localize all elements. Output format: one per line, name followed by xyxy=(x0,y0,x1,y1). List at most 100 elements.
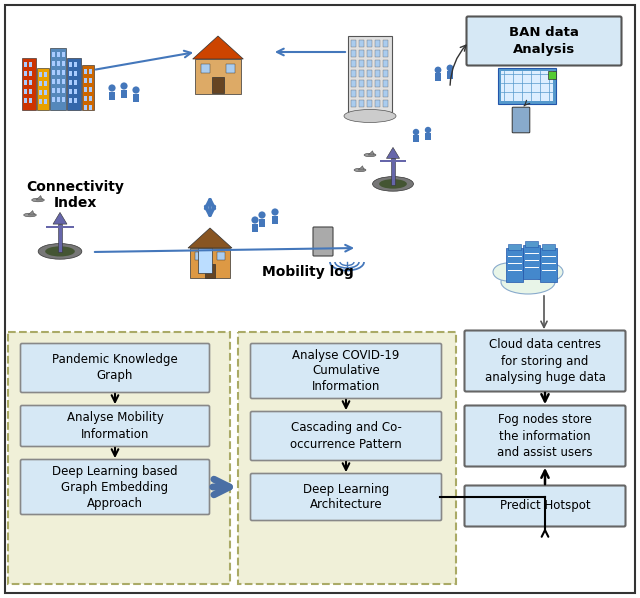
Ellipse shape xyxy=(493,263,523,281)
Bar xyxy=(24,98,27,103)
Bar xyxy=(253,477,442,520)
Polygon shape xyxy=(387,147,399,158)
Bar xyxy=(89,87,92,92)
Bar xyxy=(367,40,372,47)
Bar xyxy=(84,78,87,83)
Circle shape xyxy=(252,216,259,224)
Bar xyxy=(62,88,65,93)
Bar xyxy=(523,245,540,279)
Circle shape xyxy=(259,212,266,219)
Bar xyxy=(22,58,36,110)
Bar xyxy=(351,60,356,67)
Bar xyxy=(375,40,380,47)
Polygon shape xyxy=(28,210,35,215)
Text: Analyse Mobility
Information: Analyse Mobility Information xyxy=(67,411,163,441)
Circle shape xyxy=(132,86,140,94)
Bar xyxy=(57,70,60,75)
Bar xyxy=(44,81,47,86)
Ellipse shape xyxy=(510,254,538,270)
Bar xyxy=(190,248,230,278)
Bar xyxy=(359,40,364,47)
Bar xyxy=(375,60,380,67)
Ellipse shape xyxy=(354,168,366,172)
Polygon shape xyxy=(193,36,243,59)
Bar xyxy=(375,100,380,107)
Polygon shape xyxy=(368,151,374,155)
Bar xyxy=(69,62,72,67)
Bar xyxy=(62,97,65,102)
Bar xyxy=(238,332,456,584)
Bar xyxy=(217,252,225,260)
Bar xyxy=(69,98,72,103)
Bar xyxy=(89,69,92,74)
Bar xyxy=(57,88,60,93)
Bar xyxy=(69,80,72,85)
Bar xyxy=(351,70,356,77)
Bar xyxy=(348,36,392,112)
Bar xyxy=(375,90,380,97)
Bar xyxy=(52,61,55,66)
Circle shape xyxy=(435,66,442,74)
Bar xyxy=(84,69,87,74)
Bar xyxy=(498,68,556,104)
Bar xyxy=(525,241,538,247)
Bar xyxy=(58,224,62,252)
Bar xyxy=(84,105,87,110)
Bar xyxy=(29,89,32,94)
Ellipse shape xyxy=(38,243,82,259)
Bar xyxy=(8,332,230,584)
Polygon shape xyxy=(358,166,364,170)
Text: Fog nodes store
the information
and assist users: Fog nodes store the information and assi… xyxy=(497,413,593,459)
Bar xyxy=(44,72,47,77)
Bar xyxy=(198,248,212,273)
Bar xyxy=(383,60,388,67)
Bar xyxy=(39,81,42,86)
Text: Deep Learning based
Graph Embedding
Approach: Deep Learning based Graph Embedding Appr… xyxy=(52,465,178,509)
Bar xyxy=(359,100,364,107)
Text: Cloud data centres
for storing and
analysing huge data: Cloud data centres for storing and analy… xyxy=(484,338,605,383)
Text: Connectivity
Index: Connectivity Index xyxy=(26,180,124,210)
Bar xyxy=(84,87,87,92)
Bar xyxy=(52,79,55,84)
FancyBboxPatch shape xyxy=(250,343,442,398)
FancyBboxPatch shape xyxy=(250,474,442,520)
Bar xyxy=(367,100,372,107)
FancyBboxPatch shape xyxy=(250,411,442,460)
Bar xyxy=(351,90,356,97)
Bar xyxy=(24,462,209,514)
Text: Deep Learning
Architecture: Deep Learning Architecture xyxy=(303,483,389,511)
Bar xyxy=(253,346,442,398)
Bar xyxy=(383,100,388,107)
Bar xyxy=(52,88,55,93)
Bar xyxy=(62,70,65,75)
Bar xyxy=(391,158,395,185)
Ellipse shape xyxy=(32,198,44,202)
Bar xyxy=(74,62,77,67)
Bar xyxy=(383,40,388,47)
Bar xyxy=(435,74,441,81)
FancyBboxPatch shape xyxy=(465,405,625,466)
Bar xyxy=(383,90,388,97)
Bar xyxy=(413,135,419,142)
Ellipse shape xyxy=(379,179,407,188)
Text: BAN data
Analysis: BAN data Analysis xyxy=(509,26,579,56)
FancyBboxPatch shape xyxy=(20,459,209,514)
Bar xyxy=(39,72,42,77)
Bar xyxy=(121,90,127,97)
Bar xyxy=(52,70,55,75)
Bar xyxy=(380,160,406,162)
Circle shape xyxy=(447,65,453,71)
Bar xyxy=(69,89,72,94)
Bar xyxy=(359,80,364,87)
Bar xyxy=(540,248,557,282)
Bar xyxy=(50,48,66,110)
Ellipse shape xyxy=(364,153,376,157)
FancyBboxPatch shape xyxy=(467,17,621,66)
Bar xyxy=(351,100,356,107)
Bar xyxy=(39,99,42,104)
Bar xyxy=(359,70,364,77)
Bar xyxy=(501,71,553,101)
Bar xyxy=(29,98,32,103)
Bar xyxy=(67,58,81,110)
Bar xyxy=(89,96,92,101)
